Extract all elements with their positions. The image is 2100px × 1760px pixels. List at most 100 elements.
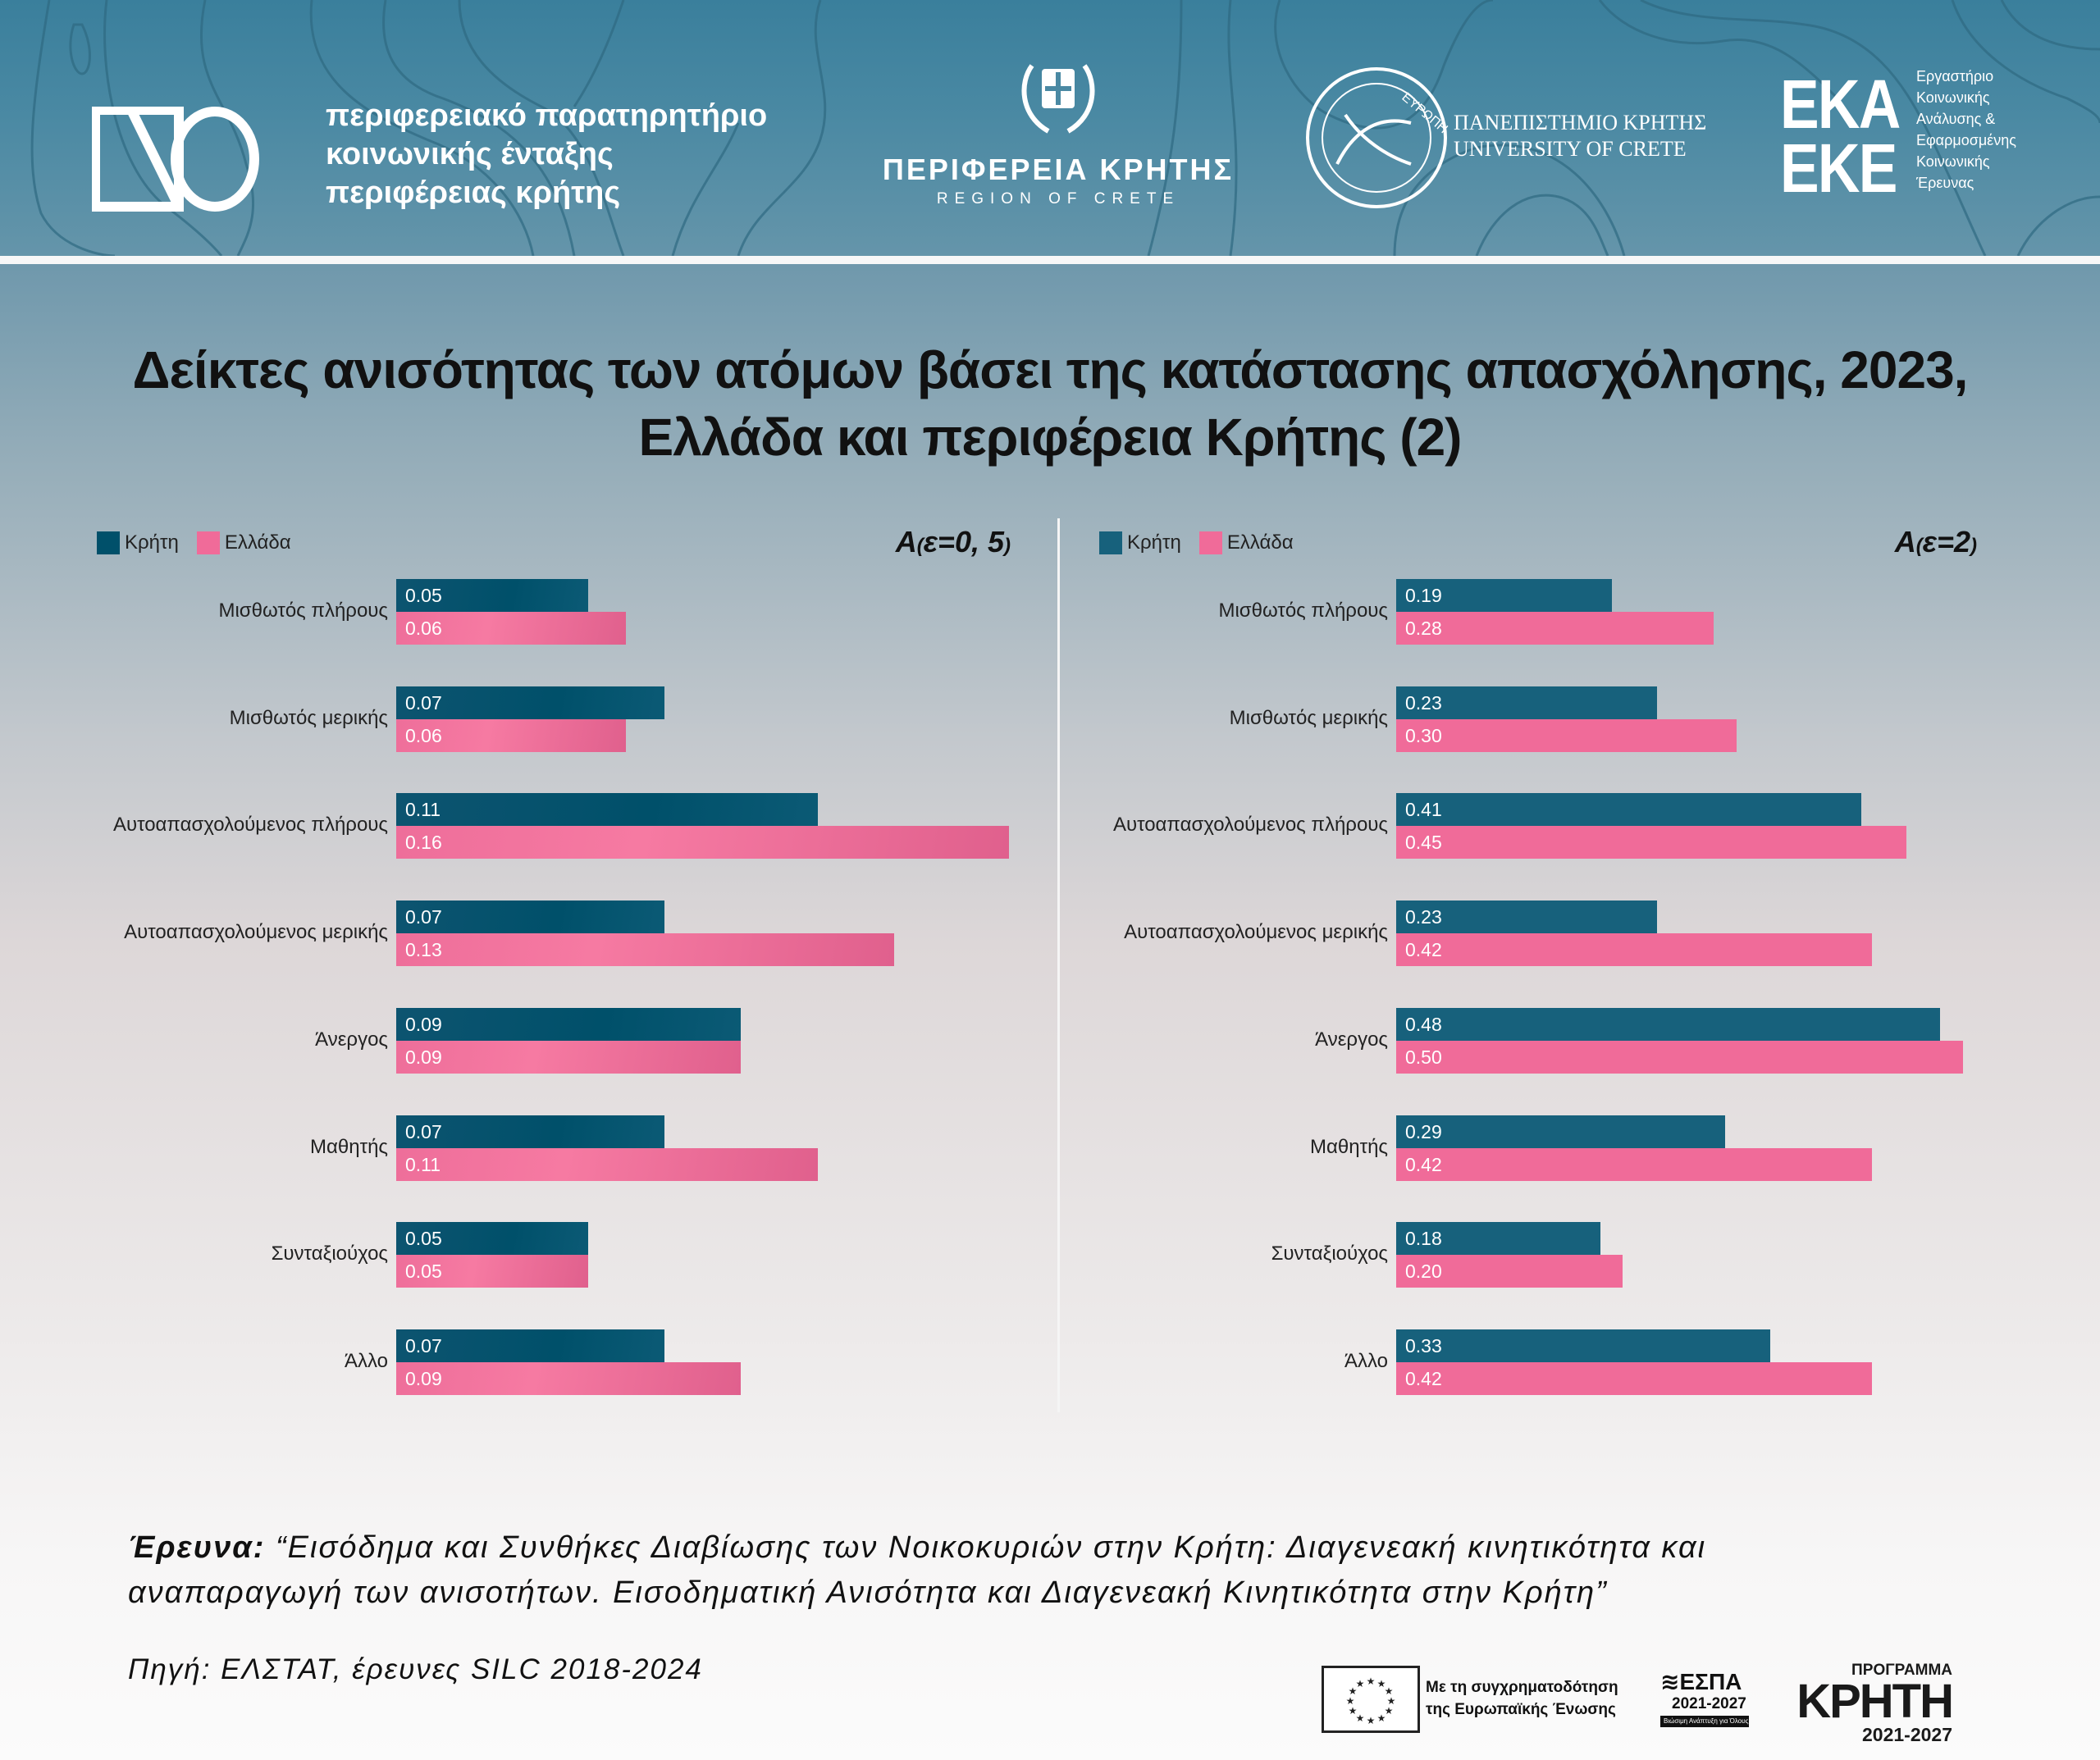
category-label: Αυτοαπασχολούμενος μερικής bbox=[124, 921, 388, 944]
header-divider bbox=[0, 256, 2100, 264]
bar-ellada: 0.06 bbox=[396, 718, 626, 752]
observatory-line-1: περιφερειακό παρατηρητήριο bbox=[326, 98, 768, 133]
measure-symbol: A bbox=[1894, 525, 1916, 559]
bar-value-label: 0.07 bbox=[405, 1334, 442, 1356]
bar-value-label: 0.48 bbox=[1405, 1013, 1442, 1035]
title-line-1: Δείκτες ανισότητας των ατόμων βάσει της … bbox=[132, 340, 1969, 399]
bar-ellada: 0.42 bbox=[1396, 933, 1872, 967]
bar-value-label: 0.05 bbox=[405, 1228, 442, 1250]
bar-kriti: 0.19 bbox=[1396, 579, 1612, 612]
category-label: Συνταξιούχος bbox=[1271, 1242, 1388, 1265]
program-logo: ΠΡΟΓΡΑΜΜΑ ΚΡΗΤΗ 2021-2027 bbox=[1772, 1662, 1954, 1745]
eu-flag-icon: ★ ★ ★ ★ ★ ★ ★ ★ ★ ★ ★ ★ bbox=[1322, 1666, 1420, 1733]
bar-ellada: 0.42 bbox=[1396, 1147, 1872, 1181]
bar-value-label: 0.11 bbox=[405, 1153, 441, 1175]
lab-acronym-line-2: ΕΚΕ bbox=[1780, 130, 1897, 207]
bar-ellada: 0.05 bbox=[396, 1255, 588, 1288]
bar-value-label: 0.33 bbox=[1405, 1334, 1442, 1356]
bar-value-label: 0.19 bbox=[1405, 585, 1442, 606]
bar-ellada: 0.13 bbox=[396, 933, 894, 967]
category-label: Συνταξιούχος bbox=[271, 1242, 388, 1265]
bar-value-label: 0.06 bbox=[405, 724, 442, 746]
bar-kriti: 0.18 bbox=[1396, 1222, 1600, 1256]
bar-ellada: 0.09 bbox=[396, 1040, 741, 1074]
bar-value-label: 0.05 bbox=[405, 585, 442, 606]
bar-kriti: 0.41 bbox=[1396, 793, 1861, 827]
eu-text-line-2: της Ευρωπαϊκής Ένωσης bbox=[1426, 1701, 1616, 1718]
svg-text:★: ★ bbox=[1349, 1705, 1358, 1717]
legend-swatch-ellada bbox=[196, 531, 220, 554]
bar-ellada: 0.09 bbox=[396, 1361, 741, 1395]
measure-paren-close: ) bbox=[1004, 535, 1011, 557]
source-note: Πηγή: ΕΛΣΤΑΤ, έρευνες SILC 2018-2024 bbox=[128, 1653, 703, 1685]
chart-legend: Κρήτη Ελλάδα bbox=[97, 531, 309, 554]
chart-measure-title: A(ε=0, 5) bbox=[896, 525, 1011, 559]
bar-kriti: 0.23 bbox=[1396, 901, 1657, 934]
bar-value-label: 0.07 bbox=[405, 691, 442, 714]
legend-swatch-kriti bbox=[97, 531, 120, 554]
svg-text:★: ★ bbox=[1377, 1712, 1386, 1724]
svg-text:★: ★ bbox=[1385, 1685, 1394, 1697]
svg-text:★: ★ bbox=[1356, 1712, 1365, 1724]
category-label: Άνεργος bbox=[315, 1028, 388, 1051]
bar-ellada: 0.20 bbox=[1396, 1255, 1623, 1288]
bar-value-label: 0.42 bbox=[1405, 1367, 1442, 1389]
category-label: Μισθωτός μερικής bbox=[229, 706, 388, 729]
espa-title: ΕΣΠΑ bbox=[1679, 1669, 1742, 1694]
bar-value-label: 0.29 bbox=[1405, 1120, 1442, 1142]
hellenic-crest-icon bbox=[1021, 64, 1095, 134]
bar-kriti: 0.09 bbox=[396, 1007, 741, 1041]
bar-value-label: 0.06 bbox=[405, 618, 442, 639]
observatory-line-3: περιφέρειας κρήτης bbox=[326, 176, 621, 210]
bar-kriti: 0.48 bbox=[1396, 1007, 1940, 1041]
bar-value-label: 0.50 bbox=[1405, 1046, 1442, 1068]
bar-value-label: 0.11 bbox=[405, 799, 441, 821]
svg-text:★: ★ bbox=[1346, 1695, 1355, 1707]
bar-ellada: 0.16 bbox=[396, 826, 1009, 859]
bar-value-label: 0.13 bbox=[405, 939, 442, 961]
measure-paren-open: ( bbox=[916, 535, 924, 557]
category-label: Μισθωτός πλήρους bbox=[1218, 600, 1388, 622]
bar-kriti: 0.07 bbox=[396, 901, 664, 934]
lab-name-line: Κοινωνικής bbox=[1916, 89, 1990, 106]
research-note: Έρευνα: “Εισόδημα και Συνθήκες Διαβίωσης… bbox=[128, 1525, 2015, 1616]
bar-kriti: 0.11 bbox=[396, 793, 818, 827]
svg-text:★: ★ bbox=[1367, 1676, 1376, 1687]
bar-ellada: 0.30 bbox=[1396, 718, 1737, 752]
bar-value-label: 0.09 bbox=[405, 1367, 442, 1389]
bar-kriti: 0.05 bbox=[396, 1222, 588, 1256]
chart-measure-title: A(ε=2) bbox=[1895, 525, 1977, 559]
category-label: Μαθητής bbox=[310, 1135, 388, 1158]
category-label: Μισθωτός πλήρους bbox=[218, 600, 388, 622]
lab-name-line: Κοινωνικής bbox=[1916, 153, 1990, 170]
lab-name-line: Έρευνας bbox=[1916, 175, 1974, 191]
svg-text:★: ★ bbox=[1349, 1685, 1358, 1697]
bar-ellada: 0.06 bbox=[396, 612, 626, 645]
eu-text-line-1: Με τη συγχρηματοδότηση bbox=[1426, 1679, 1618, 1696]
bar-kriti: 0.33 bbox=[1396, 1329, 1770, 1362]
bar-value-label: 0.30 bbox=[1405, 724, 1442, 746]
bar-value-label: 0.23 bbox=[1405, 906, 1442, 928]
lab-acronym: ΕΚΑ ΕΚΕ bbox=[1780, 66, 1901, 207]
bar-value-label: 0.09 bbox=[405, 1013, 442, 1035]
bar-value-label: 0.42 bbox=[1405, 939, 1442, 961]
bar-kriti: 0.29 bbox=[1396, 1115, 1725, 1148]
lab-name-line: Ανάλυσης & bbox=[1916, 111, 1996, 127]
university-seal-icon: ΕΥΡΩΠΗ bbox=[1306, 67, 1449, 208]
bar-value-label: 0.41 bbox=[1405, 799, 1442, 821]
bar-value-label: 0.45 bbox=[1405, 832, 1442, 854]
bar-kriti: 0.23 bbox=[1396, 686, 1657, 719]
svg-text:★: ★ bbox=[1367, 1715, 1376, 1726]
bar-ellada: 0.42 bbox=[1396, 1361, 1872, 1395]
bar-ellada: 0.45 bbox=[1396, 826, 1906, 859]
program-years: 2021-2027 bbox=[1862, 1724, 1952, 1745]
chart-legend: Κρήτη Ελλάδα bbox=[1099, 531, 1312, 554]
bar-value-label: 0.07 bbox=[405, 906, 442, 928]
espa-tagline: Βιώσιμη Ανάπτυξη για Όλους bbox=[1660, 1716, 1749, 1727]
bar-ellada: 0.28 bbox=[1396, 612, 1714, 645]
lab-acronym-line-1: ΕΚΑ bbox=[1780, 66, 1901, 143]
observatory-line-2: κοινωνικής ένταξης bbox=[326, 137, 614, 171]
bar-value-label: 0.09 bbox=[405, 1046, 442, 1068]
lab-name-line: Εργαστήριο bbox=[1916, 68, 1994, 84]
program-label: ΠΡΟΓΡΑΜΜΑ bbox=[1851, 1662, 1952, 1679]
